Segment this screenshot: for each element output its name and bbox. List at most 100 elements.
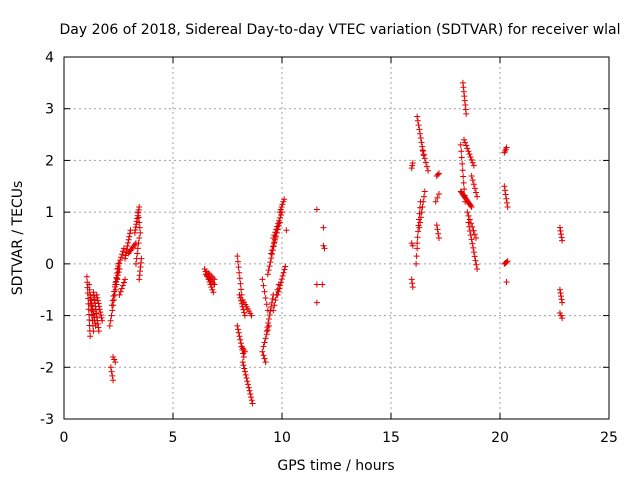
data-point <box>125 236 132 243</box>
data-point <box>236 275 243 282</box>
data-point <box>275 220 282 227</box>
data-point <box>463 142 470 149</box>
data-point <box>271 240 278 247</box>
data-point <box>470 249 477 256</box>
data-point <box>278 276 285 283</box>
data-point <box>261 355 268 362</box>
data-point <box>419 147 426 154</box>
data-point <box>260 343 267 350</box>
data-point <box>558 293 565 300</box>
data-point <box>466 151 473 158</box>
data-point <box>414 234 421 241</box>
data-point <box>114 272 121 279</box>
data-point <box>116 291 123 298</box>
data-point <box>118 254 125 261</box>
x-tick-label: 5 <box>169 430 178 446</box>
data-point <box>109 297 116 304</box>
data-point <box>261 288 268 295</box>
data-point <box>461 186 468 193</box>
data-point <box>414 117 421 124</box>
data-point <box>559 299 566 306</box>
data-point <box>83 273 90 280</box>
data-point <box>459 167 466 174</box>
data-point <box>264 271 271 278</box>
data-point <box>420 151 427 158</box>
data-point <box>122 255 129 262</box>
data-point <box>260 352 267 359</box>
data-point <box>114 266 121 273</box>
data-point <box>559 237 566 244</box>
data-point <box>468 156 475 163</box>
data-point <box>238 286 245 293</box>
data-point <box>93 291 100 298</box>
data-point <box>416 126 423 133</box>
y-tick-label: -3 <box>40 412 54 428</box>
data-point <box>464 145 471 152</box>
data-point <box>466 227 473 234</box>
data-point <box>125 239 132 246</box>
data-point <box>265 322 272 329</box>
data-point <box>408 240 415 247</box>
data-point <box>110 377 117 384</box>
data-point <box>470 244 477 251</box>
data-point <box>135 209 142 216</box>
data-point <box>273 226 280 233</box>
data-point <box>86 317 93 324</box>
data-point <box>235 264 242 271</box>
data-point <box>108 302 115 309</box>
data-point <box>279 272 286 279</box>
data-point <box>474 266 481 273</box>
data-point <box>423 163 430 170</box>
data-point <box>434 194 441 201</box>
data-point <box>422 159 429 166</box>
data-point <box>95 328 102 335</box>
data-point <box>272 229 279 236</box>
data-point <box>246 387 253 394</box>
data-point <box>503 259 510 266</box>
data-point <box>266 311 273 318</box>
data-point <box>241 312 248 319</box>
data-point <box>108 368 115 375</box>
data-point <box>262 294 269 301</box>
data-point <box>320 242 327 249</box>
data-point <box>235 326 242 333</box>
data-point <box>420 198 427 205</box>
data-point <box>463 110 470 117</box>
data-point <box>414 113 421 120</box>
y-tick-label: -1 <box>40 309 54 325</box>
data-point <box>109 372 116 379</box>
data-point <box>417 219 424 226</box>
x-axis-label: GPS time / hours <box>277 458 394 474</box>
data-point <box>415 228 422 235</box>
data-point <box>96 303 103 310</box>
data-point <box>136 203 143 210</box>
data-point <box>245 384 252 391</box>
data-point <box>559 315 566 322</box>
data-point <box>237 336 244 343</box>
data-point <box>248 394 255 401</box>
data-point <box>271 302 278 309</box>
data-point <box>276 209 283 216</box>
data-point <box>234 322 241 329</box>
data-point <box>120 279 127 286</box>
data-point <box>115 269 122 276</box>
data-point <box>460 173 467 180</box>
data-point <box>265 320 272 327</box>
data-point <box>313 206 320 213</box>
data-point <box>111 288 118 295</box>
data-point <box>415 122 422 129</box>
data-point <box>280 198 287 205</box>
data-point <box>469 159 476 166</box>
data-point <box>320 224 327 231</box>
data-point <box>465 212 472 219</box>
data-point <box>471 253 478 260</box>
data-point <box>557 227 564 234</box>
data-point <box>271 232 278 239</box>
data-point <box>236 291 243 298</box>
data-point <box>465 219 472 226</box>
data-point <box>421 188 428 195</box>
data-point <box>321 245 328 252</box>
data-point <box>466 216 473 223</box>
data-point <box>417 214 424 221</box>
data-point <box>425 167 432 174</box>
